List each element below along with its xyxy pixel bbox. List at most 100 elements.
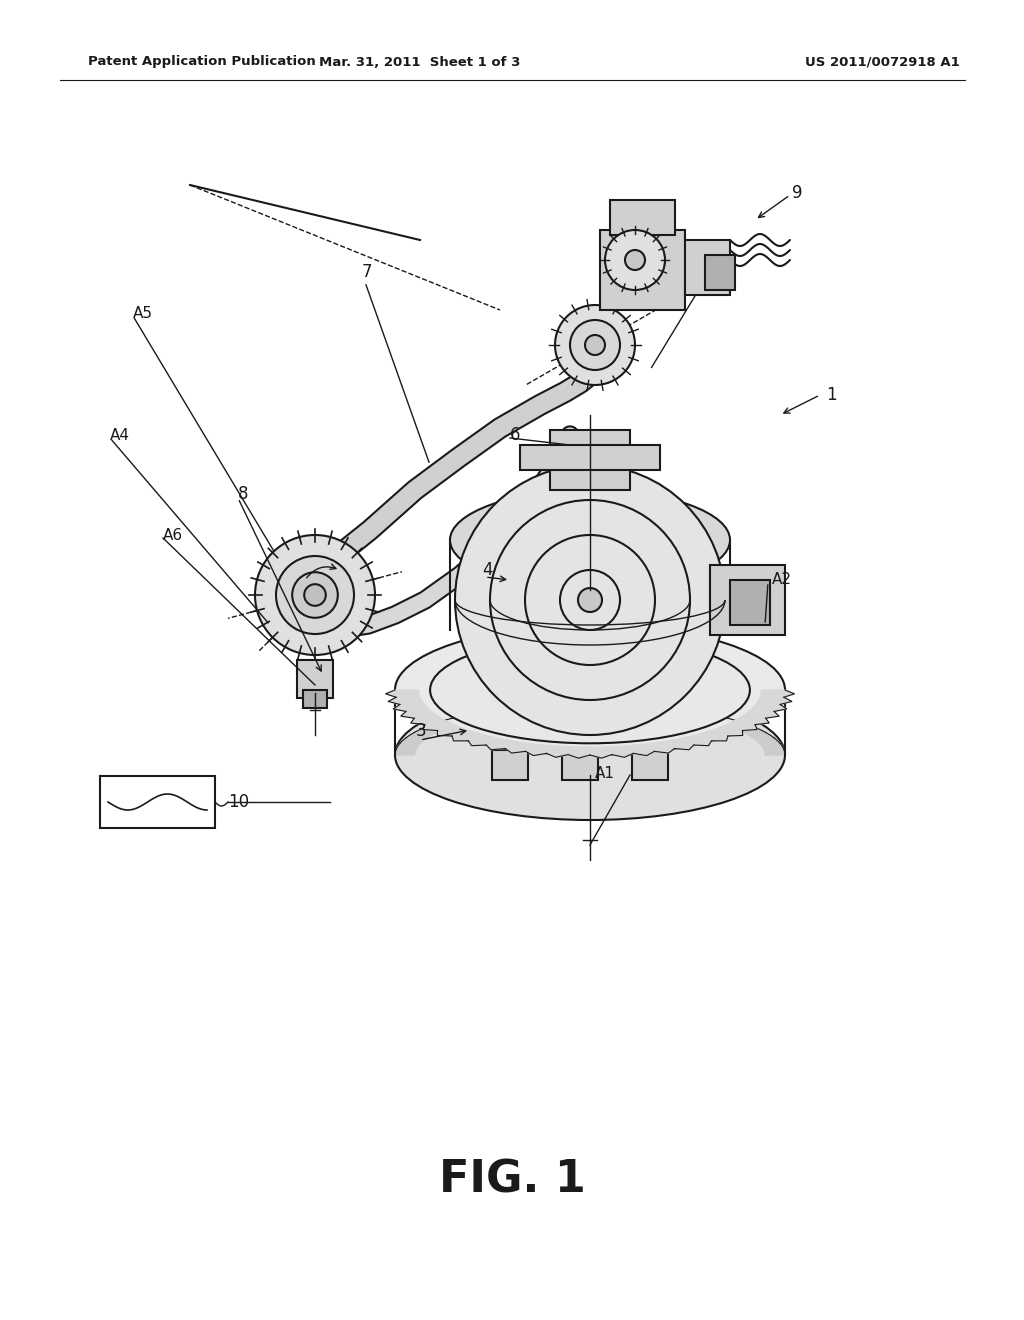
Polygon shape [628,744,654,755]
Polygon shape [411,715,444,725]
Circle shape [625,249,645,271]
Polygon shape [761,743,783,750]
Polygon shape [506,706,532,713]
Polygon shape [697,730,728,741]
Circle shape [585,335,605,355]
Text: A3: A3 [715,259,735,273]
Polygon shape [395,750,416,755]
Polygon shape [400,738,424,744]
Text: 7: 7 [362,263,373,281]
Text: 2: 2 [305,565,315,583]
Polygon shape [437,718,466,726]
Text: 3: 3 [416,722,427,741]
Polygon shape [609,704,634,709]
Polygon shape [423,721,456,730]
Text: FIG. 1: FIG. 1 [438,1159,586,1201]
Polygon shape [761,690,795,697]
Bar [710,565,785,635]
Polygon shape [735,715,769,725]
Polygon shape [396,743,419,750]
Circle shape [455,465,725,735]
Polygon shape [393,702,428,711]
Polygon shape [764,750,785,755]
Polygon shape [547,704,570,709]
Polygon shape [629,705,654,711]
Polygon shape [648,706,675,713]
Bar [550,430,630,490]
Polygon shape [758,697,792,705]
Polygon shape [425,722,453,730]
Bar [520,445,660,470]
Polygon shape [453,714,480,722]
Polygon shape [724,721,757,730]
Polygon shape [406,733,432,739]
Circle shape [276,556,354,634]
Bar [685,240,730,294]
Polygon shape [752,702,786,711]
Circle shape [304,585,326,606]
Text: A1: A1 [595,766,615,780]
Polygon shape [437,726,469,737]
Circle shape [570,319,620,370]
Ellipse shape [430,636,750,743]
Polygon shape [681,735,712,746]
Polygon shape [525,705,551,711]
Text: Patent Application Publication: Patent Application Publication [88,55,315,69]
Polygon shape [738,727,766,735]
Text: 9: 9 [792,183,803,202]
Ellipse shape [261,574,369,616]
Bar [705,255,735,290]
Ellipse shape [450,490,730,590]
Polygon shape [665,738,693,750]
Polygon shape [683,711,712,718]
Polygon shape [744,709,779,718]
Polygon shape [590,704,611,709]
Polygon shape [568,747,590,758]
Text: Mar. 31, 2011  Sheet 1 of 3: Mar. 31, 2011 Sheet 1 of 3 [319,55,520,69]
Polygon shape [547,746,570,758]
Text: A6: A6 [163,528,183,543]
Polygon shape [609,746,634,758]
Polygon shape [468,735,499,746]
Text: US 2011/0072918 A1: US 2011/0072918 A1 [805,55,961,69]
Polygon shape [727,722,755,730]
Polygon shape [699,714,728,722]
Text: A4: A4 [110,429,130,444]
Bar [730,579,770,624]
Circle shape [578,587,602,612]
Polygon shape [756,738,780,744]
Circle shape [255,535,375,655]
Circle shape [292,572,338,618]
Polygon shape [468,711,497,718]
Polygon shape [590,747,611,758]
Bar [610,201,675,235]
Text: 6: 6 [510,426,520,444]
Bar [100,776,215,828]
Bar [297,660,333,698]
Ellipse shape [395,690,785,820]
Polygon shape [667,708,693,715]
Polygon shape [386,690,420,697]
Text: 10: 10 [228,793,249,810]
Bar [600,230,685,310]
Polygon shape [400,709,435,718]
Circle shape [605,230,665,290]
Ellipse shape [395,624,785,755]
Text: 4: 4 [482,561,493,579]
Polygon shape [388,697,423,705]
Circle shape [555,305,635,385]
Polygon shape [749,733,774,739]
Bar [492,750,528,780]
Text: 8: 8 [238,484,249,503]
Polygon shape [506,742,534,752]
Bar [632,750,668,780]
Polygon shape [486,708,514,715]
Bar [562,750,598,780]
Bar [303,690,327,708]
Text: 1: 1 [826,385,837,404]
Polygon shape [714,718,742,726]
Polygon shape [415,727,441,735]
Text: A2: A2 [772,573,792,587]
Polygon shape [453,730,483,741]
Polygon shape [486,738,515,750]
